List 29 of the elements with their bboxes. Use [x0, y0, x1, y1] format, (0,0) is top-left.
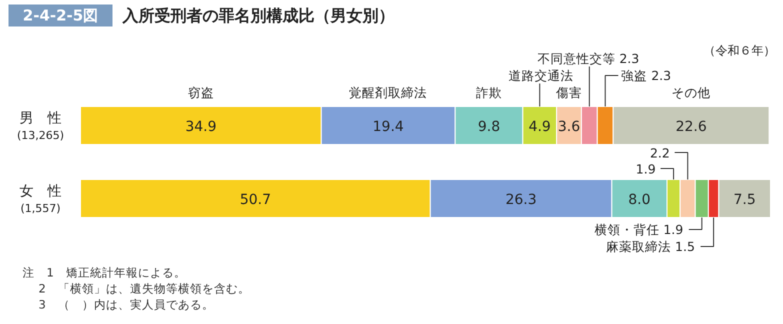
text: 注 1 矯正統計年報による。	[22, 266, 186, 280]
text: 2 「横領」は、遺失物等横領を含む。	[38, 282, 250, 296]
text: 麻薬取締法 1.5	[606, 239, 695, 254]
series-label: 覚醒剤取締法	[349, 85, 428, 100]
text: 強盗 2.3	[621, 68, 672, 83]
series-label: 詐欺	[476, 85, 502, 100]
series-label: 窃盗	[188, 85, 214, 100]
data-label: 26.3	[505, 192, 537, 208]
data-label: 1.9	[636, 162, 656, 176]
data-label: 8.0	[628, 192, 651, 208]
data-label: 19.4	[372, 119, 404, 135]
series-label: 傷害	[555, 85, 582, 100]
text: 不同意性交等 2.3	[537, 51, 640, 66]
data-label: 4.9	[528, 119, 551, 135]
text: 3 （ ）内は、実人員である。	[38, 298, 214, 312]
data-label: 7.5	[733, 192, 756, 208]
chart-subtitle: （令和６年）	[704, 44, 776, 58]
data-label: 9.8	[478, 119, 500, 135]
y-tick-label: 女 性 (1,557)	[20, 184, 62, 215]
data-label: 2.2	[650, 146, 670, 160]
data-label: 3.6	[558, 119, 580, 135]
text: 道路交通法	[508, 68, 574, 83]
y-tick-label: 男 性 (13,265)	[16, 110, 64, 142]
text: 横領・背任 1.9	[594, 222, 684, 237]
data-label: 34.9	[185, 119, 216, 135]
chart-title: 2-4-2-5図 入所受刑者の罪名別構成比（男女別）	[22, 6, 394, 25]
data-label: 50.7	[240, 192, 271, 208]
series-label: その他	[672, 85, 711, 100]
data-label: 22.6	[676, 119, 707, 135]
